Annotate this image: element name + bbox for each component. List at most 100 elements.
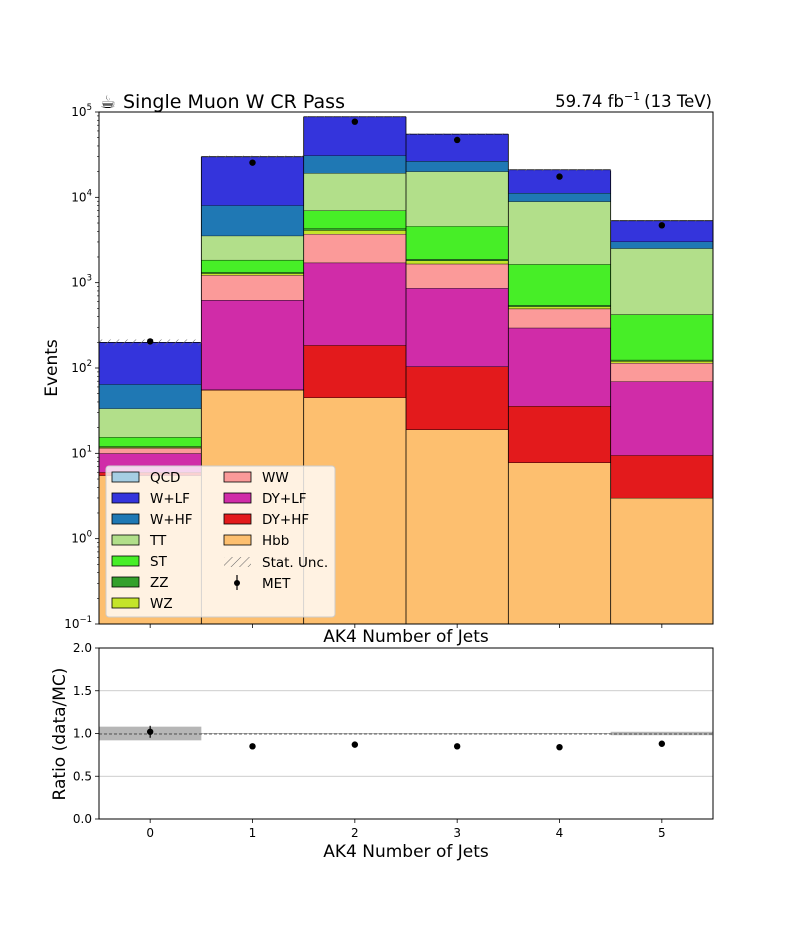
bar-st-bin-2 <box>303 210 406 229</box>
ratio-point-bin-2 <box>351 741 359 748</box>
legend-label-stat-unc: Stat. Unc. <box>262 555 328 571</box>
ratio-point-bin-5 <box>658 740 666 747</box>
bar-dy-hf-bin-3 <box>406 366 509 430</box>
bar-hbb-bin-5 <box>610 497 713 624</box>
bar-w-lf-bin-5 <box>610 220 713 242</box>
legend-entry-wz: WZ <box>111 596 173 612</box>
chart-title-text: Single Muon W CR Pass <box>123 91 345 113</box>
ratio-point-bin-1 <box>249 743 256 750</box>
legend-label-data: MET <box>262 576 291 592</box>
bar-st-bin-5 <box>610 314 713 360</box>
ratio-x-axis-label: AK4 Number of Jets <box>323 842 489 862</box>
bar-zz-bin-0 <box>99 446 202 448</box>
y-tick-label-base: 10 <box>71 276 86 290</box>
bar-zz-bin-3 <box>406 258 509 261</box>
legend-entry-data: MET <box>234 575 291 592</box>
legend-label: ST <box>150 554 168 570</box>
bar-dy-lf-bin-1 <box>201 300 304 390</box>
legend-entry-ww: WW <box>223 470 289 486</box>
ratio-points <box>146 725 666 751</box>
bar-w-lf-bin-4 <box>508 169 611 193</box>
bar-st-bin-1 <box>201 259 304 273</box>
ratio-y-tick-label-1.5: 1.5 <box>73 684 92 698</box>
bar-st-bin-4 <box>508 264 611 306</box>
y-tick-label-3: 103 <box>71 274 92 290</box>
bar-ww-bin-3 <box>406 263 509 289</box>
legend-swatch <box>111 471 140 483</box>
y-tick-label-exponent: 4 <box>87 188 92 198</box>
bar-w-hf-bin-5 <box>610 241 713 249</box>
ratio-x-tick-label-0: 0 <box>146 826 154 840</box>
legend-box <box>105 465 336 618</box>
bar-wz-bin-2 <box>303 230 406 235</box>
y-tick-label-exponent: 0 <box>87 530 92 540</box>
bar-w-hf-bin-0 <box>99 384 202 409</box>
y-tick-label-0: 100 <box>71 530 92 546</box>
bar-dy-hf-bin-2 <box>303 345 406 398</box>
legend-entry-dy-lf: DY+LF <box>223 491 307 507</box>
data-point-bin-4 <box>556 173 563 180</box>
stat-unc-bin-3 <box>406 133 509 135</box>
y-tick-label-exponent: 2 <box>87 359 92 369</box>
bar-st-bin-0 <box>99 437 202 447</box>
ratio-x-axis: 0 1 2 3 4 5 <box>146 819 666 840</box>
bar-zz-bin-2 <box>303 228 406 231</box>
bar-hbb-bin-3 <box>406 429 509 624</box>
y-tick-label-base: 10 <box>64 617 79 631</box>
bar-tt-bin-4 <box>508 201 611 265</box>
bar-tt-bin-1 <box>201 235 304 260</box>
legend-swatch <box>223 513 252 525</box>
bar-wz-bin-3 <box>406 260 509 264</box>
bar-wz-bin-0 <box>99 447 202 449</box>
bar-tt-bin-0 <box>99 408 202 438</box>
legend-entry-st: ST <box>111 554 168 570</box>
main-y-axis-label: Events <box>42 339 62 397</box>
y-tick-label-exponent: 5 <box>87 103 92 113</box>
data-point-bin-3 <box>453 136 461 144</box>
legend-swatch <box>223 492 252 504</box>
bar-w-lf-bin-0 <box>99 342 202 385</box>
y-tick-label-5: 105 <box>71 103 92 119</box>
y-tick-label-base: 10 <box>71 361 86 375</box>
bar-dy-lf-bin-4 <box>508 327 611 407</box>
legend-label: W+LF <box>150 491 190 507</box>
legend-swatch <box>111 597 140 609</box>
y-tick-label-base: 10 <box>71 190 86 204</box>
coffee-cup-icon: ☕ <box>100 92 116 113</box>
bar-hbb-bin-4 <box>508 462 611 624</box>
ratio-x-tick-label-1: 1 <box>249 826 257 840</box>
ratio-uncertainty-band <box>99 726 713 741</box>
ratio-point-bin-0 <box>146 728 154 735</box>
legend-label: WW <box>262 470 289 486</box>
data-points <box>146 118 666 345</box>
bar-ww-bin-4 <box>508 308 611 328</box>
stat-unc-bin-1 <box>201 155 304 158</box>
legend-swatch <box>111 576 140 588</box>
bar-w-hf-bin-1 <box>201 205 304 236</box>
y-tick-label-exponent: 3 <box>87 274 92 284</box>
y-tick-label-1: 101 <box>71 444 92 460</box>
legend-swatch <box>111 534 140 546</box>
luminosity-label: 59.74 fb−1 (13 TeV) <box>555 90 712 111</box>
legend-entry-tt: TT <box>111 533 167 549</box>
main-x-ticks <box>149 624 663 628</box>
legend-swatch <box>111 513 140 525</box>
bar-st-bin-3 <box>406 226 509 259</box>
ratio-y-tick-label-0.5: 0.5 <box>73 769 92 783</box>
legend-column-2: WW DY+LF DY+HF Hbb <box>223 470 309 549</box>
legend-entry-hbb: Hbb <box>223 533 289 549</box>
legend-entry-w-hf: W+HF <box>111 512 193 528</box>
bar-ww-bin-0 <box>99 448 202 454</box>
bar-dy-lf-bin-2 <box>303 262 406 346</box>
ratio-y-tick-label-2.0: 2.0 <box>73 641 92 655</box>
ratio-y-tick-label-1.0: 1.0 <box>73 727 92 741</box>
data-point-bin-0 <box>146 338 154 345</box>
y-tick-label-exponent: 1 <box>87 444 92 454</box>
bar-tt-bin-3 <box>406 171 509 227</box>
data-point-bin-2 <box>351 118 359 125</box>
ratio-panel: 0.0 0.5 1.0 1.5 2.0 0 1 2 3 4 5 Ratio (data/MC) A… <box>50 641 714 862</box>
stat-unc-bin-5 <box>610 220 713 222</box>
legend-label: Hbb <box>262 533 289 549</box>
